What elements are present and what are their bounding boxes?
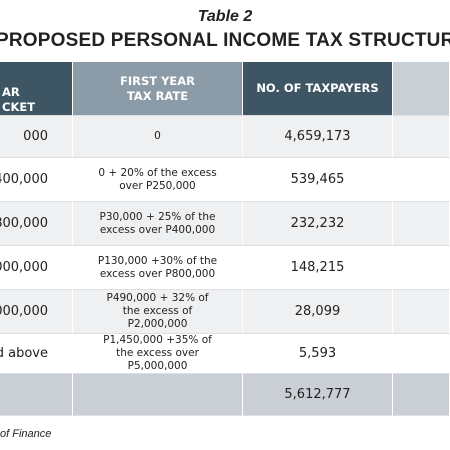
table-cell: 4,659,173 [243,116,393,158]
table-row: 000 0 4,659,173 [0,116,450,158]
source-note: of Finance [0,428,52,440]
table-cell: 2,000,000 [0,246,73,290]
table-cell: 5,000,000 [0,290,73,334]
table-cell: P490,000 + 32% of the excess of P2,000,0… [73,290,243,334]
header-cell [393,62,450,116]
table-row: AR CKET FIRST YEAR TAX RATE NO. OF TAXPAYERS [0,62,450,116]
total-cell [0,374,73,416]
header-text: NO. OF TAXPAYERS [256,81,379,95]
header-cell: NO. OF TAXPAYERS [243,62,393,116]
table-cell: P130,000 +30% of the excess over P800,00… [73,246,243,290]
header-text: AR [2,85,20,99]
table-cell: 5,593 [243,334,393,374]
header-cell: AR CKET [0,62,73,116]
table-cell: 0 + 20% of the excess over P250,000 [73,158,243,202]
total-cell [393,374,450,416]
header-text: FIRST YEAR [119,73,196,88]
table-cell [393,116,450,158]
table-cell [393,202,450,246]
table-cell [393,290,450,334]
table: AR CKET FIRST YEAR TAX RATE NO. OF TAXPAYERS… [0,62,450,418]
table-cell: P1,450,000 +35% of the excess over P5,00… [73,334,243,374]
table-cell [393,158,450,202]
table-label: Table 2 [197,8,253,25]
table-cell: 148,215 [243,246,393,290]
table-cell: 800,000 [0,202,73,246]
table-cell: 400,000 [0,158,73,202]
table-cell [393,334,450,374]
header-text: TAX RATE [126,88,189,103]
total-cell: 5,612,777 [243,374,393,416]
table-title: PROPOSED PERSONAL INCOME TAX STRUCTURE [0,30,450,51]
table-cell [393,246,450,290]
header-text: CKET [2,100,36,114]
table-cell: 232,232 [243,202,393,246]
table-cell: 539,465 [243,158,393,202]
table-row: 5,612,777 [0,374,450,416]
table-cell: P30,000 + 25% of the excess over P400,00… [73,202,243,246]
table-cell: and above [0,334,73,374]
table-cell: 000 [0,116,73,158]
table-cell: 28,099 [243,290,393,334]
total-cell [73,374,243,416]
table-cell: 0 [73,116,243,158]
header-cell: FIRST YEAR TAX RATE [73,62,243,116]
